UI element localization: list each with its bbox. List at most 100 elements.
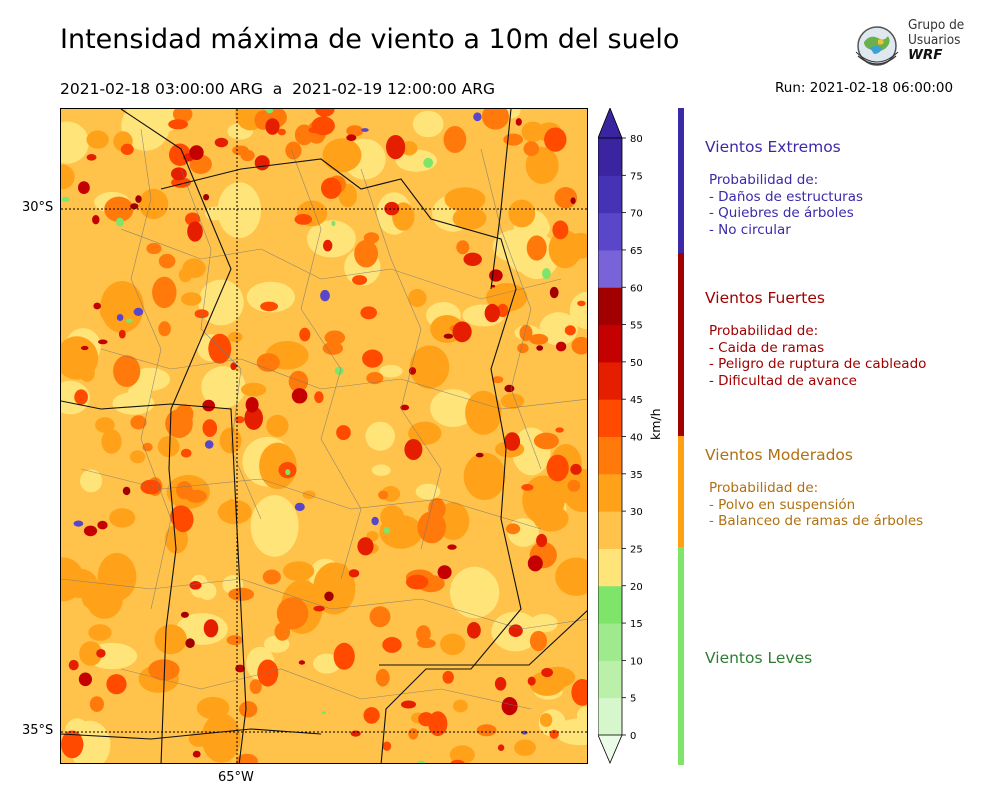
wind-contour-patch <box>567 479 581 492</box>
wind-contour-patch <box>324 330 346 345</box>
desc-line: - Peligro de ruptura de cableado <box>709 356 927 372</box>
wind-contour-patch <box>539 713 553 727</box>
category-strong-title: Vientos Fuertes <box>705 289 825 307</box>
wind-contour-patch <box>384 201 400 216</box>
wind-contour-patch <box>541 667 553 678</box>
wind-contour-patch <box>172 506 194 533</box>
wind-contour-patch <box>386 135 406 160</box>
wind-contour-patch <box>456 240 470 255</box>
colorbar-segment <box>598 660 622 699</box>
wind-contour-patch <box>437 565 452 580</box>
wind-contour-patch <box>130 203 139 210</box>
wind-contour-patch <box>320 289 330 302</box>
wind-contour-patch <box>416 625 431 643</box>
colorbar-segment <box>598 511 622 549</box>
wind-contour-patch <box>334 366 344 375</box>
wind-contour-patch <box>201 366 246 408</box>
wind-contour-patch <box>462 568 492 599</box>
wind-contour-patch <box>408 728 419 740</box>
wind-contour-patch <box>81 586 100 609</box>
colorbar-tick-label: 45 <box>630 395 643 406</box>
wind-contour-patch <box>208 333 232 364</box>
wind-contour-patch <box>96 649 106 658</box>
wind-contour-patch <box>333 642 355 670</box>
wind-contour-patch <box>571 679 587 706</box>
desc-line: - Quiebres de árboles <box>709 205 854 221</box>
colorbar-segment <box>598 585 622 624</box>
wind-contour-patch <box>291 388 308 404</box>
wind-contour-patch <box>277 128 286 136</box>
wind-contour-patch <box>168 119 188 130</box>
wind-contour-patch <box>109 508 136 528</box>
colorbar-tick-label: 20 <box>630 582 643 593</box>
wind-contour-patch <box>276 597 309 630</box>
wind-contour-patch <box>313 605 325 612</box>
wind-contour-patch <box>406 574 429 590</box>
wind-contour-patch <box>239 701 258 718</box>
wind-contour-patch <box>549 729 559 739</box>
map-title: Intensidad máxima de viento a 10m del su… <box>60 24 680 55</box>
wind-contour-patch <box>214 137 229 148</box>
wind-contour-patch <box>205 206 225 221</box>
run-time: Run: 2021-02-18 06:00:00 <box>775 80 954 96</box>
logo-text: Grupo de Usuarios WRF <box>908 18 964 63</box>
wind-contour-patch <box>314 391 324 404</box>
wind-contour-patch <box>555 427 564 433</box>
wind-contour-patch <box>148 659 180 681</box>
colorbar-segment <box>598 623 622 661</box>
wind-contour-patch <box>519 324 533 342</box>
colorbar-tick-label: 0 <box>630 731 636 742</box>
colorbar-unit: km/h <box>648 408 663 440</box>
wind-contour-patch <box>79 363 95 382</box>
wind-contour-patch <box>182 258 206 278</box>
wind-contour-patch <box>549 286 559 299</box>
wind-contour-patch <box>360 306 378 320</box>
wind-contour-patch <box>180 448 192 458</box>
wind-contour-patch <box>299 327 311 342</box>
colorbar-segment <box>598 287 622 326</box>
wind-contour-patch <box>571 336 587 355</box>
wind-contour-patch <box>504 384 515 393</box>
colorbar-tick-label: 5 <box>630 694 636 705</box>
wind-contour-patch <box>566 232 587 259</box>
wind-contour-patch <box>97 520 108 530</box>
wind-contour-patch <box>352 275 368 285</box>
wind-contour-patch <box>382 637 402 653</box>
wind-contour-patch <box>225 377 245 389</box>
wind-contour-patch <box>250 495 299 557</box>
wind-contour-patch <box>198 582 217 601</box>
wind-contour-patch <box>88 624 112 641</box>
wind-contour-patch <box>244 406 263 430</box>
logo-line2: Usuarios <box>908 32 961 48</box>
colorbar-tick-label: 15 <box>630 619 643 630</box>
category-extreme-desc: Probabilidad de: - Daños de estructuras … <box>705 172 863 238</box>
colorbar-segment <box>598 212 622 251</box>
colorbar-tick-label: 50 <box>630 358 643 369</box>
wind-contour-patch <box>322 138 362 173</box>
wind-contour-patch <box>321 711 326 715</box>
wind-contour-patch <box>444 187 486 212</box>
wind-contour-patch <box>449 745 475 763</box>
wind-contour-patch <box>294 214 313 225</box>
colorbar-segment <box>598 324 622 363</box>
wind-contour-patch <box>130 415 147 430</box>
category-moderate-title: Vientos Moderados <box>705 446 853 464</box>
desc-line: Probabilidad de: <box>709 172 819 188</box>
wind-contour-patch <box>101 429 122 454</box>
wind-contour-patch <box>307 220 356 258</box>
wind-contour-patch <box>350 730 361 737</box>
wind-contour-patch <box>383 527 390 534</box>
wind-contour-patch <box>371 464 391 476</box>
wind-contour-patch <box>204 440 214 449</box>
wind-contour-patch <box>577 300 586 307</box>
wind-contour-patch <box>61 557 85 602</box>
category-light: Vientos Leves <box>705 649 812 667</box>
wind-contour-patch <box>165 409 193 438</box>
wind-contour-patch <box>443 333 454 339</box>
wind-contour-patch <box>440 633 466 656</box>
wind-contour-patch <box>95 417 115 433</box>
wind-contour-patch <box>564 325 576 336</box>
wind-contour-patch <box>546 454 569 482</box>
wind-contour-patch <box>526 235 547 261</box>
wind-contour-patch <box>525 146 559 184</box>
